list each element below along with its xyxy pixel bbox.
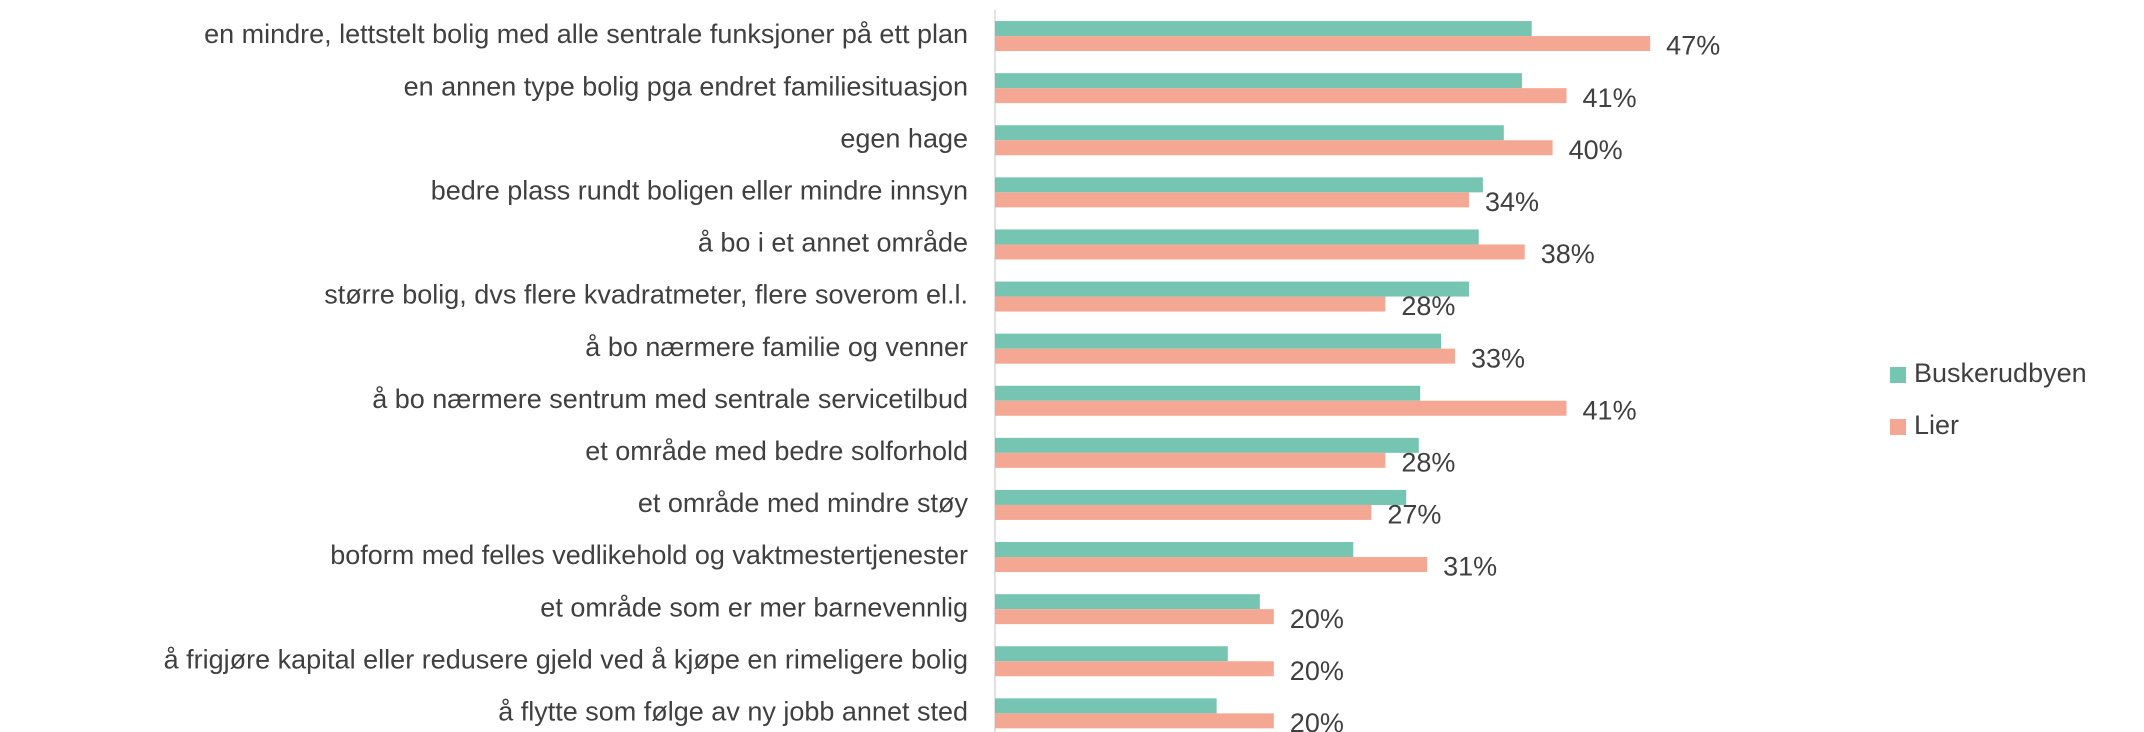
legend-label: Buskerudbyen (1914, 358, 2087, 388)
value-label: 41% (1583, 83, 1637, 113)
bar (995, 713, 1274, 729)
category-label: egen hage (840, 123, 968, 153)
category-label: å bo nærmere sentrum med sentrale servic… (372, 384, 968, 414)
value-label: 28% (1401, 291, 1455, 321)
bar (995, 244, 1525, 260)
bar (995, 229, 1479, 245)
bar (995, 192, 1469, 208)
bar (995, 698, 1217, 714)
category-label: en mindre, lettstelt bolig med alle sent… (204, 19, 968, 49)
value-label: 38% (1541, 239, 1595, 269)
bar (995, 504, 1372, 520)
value-label: 31% (1443, 552, 1497, 582)
bar (995, 437, 1419, 453)
category-label: en annen type bolig pga endret familiesi… (404, 71, 968, 101)
value-label: 47% (1666, 31, 1720, 61)
value-label: 33% (1471, 343, 1525, 373)
bar (995, 348, 1456, 364)
bar (995, 542, 1354, 558)
bar (995, 661, 1274, 677)
category-label: et område med mindre støy (638, 488, 969, 518)
bar (995, 452, 1386, 468)
bar (995, 609, 1274, 625)
bar (995, 281, 1469, 297)
legend-label: Lier (1914, 410, 1959, 440)
category-label: større bolig, dvs flere kvadratmeter, fl… (324, 280, 968, 310)
bar (995, 21, 1532, 37)
bar (995, 140, 1553, 156)
bar (995, 36, 1651, 52)
bar (995, 557, 1428, 573)
value-label: 28% (1401, 447, 1455, 477)
legend-swatch (1890, 419, 1906, 435)
bar (995, 88, 1567, 104)
value-label: 27% (1387, 500, 1441, 530)
category-label: å bo nærmere familie og venner (585, 332, 968, 362)
value-label: 40% (1569, 135, 1623, 165)
value-label: 20% (1290, 708, 1344, 732)
value-label: 41% (1583, 395, 1637, 425)
bar (995, 646, 1228, 662)
bar (995, 296, 1386, 312)
category-label: å bo i et annet område (698, 228, 968, 258)
bar (995, 594, 1260, 610)
bar (995, 400, 1567, 416)
bar (995, 385, 1421, 401)
bar (995, 489, 1407, 505)
category-label: å frigjøre kapital eller redusere gjeld … (164, 644, 968, 674)
value-label: 20% (1290, 604, 1344, 634)
value-label: 34% (1485, 187, 1539, 217)
bar (995, 125, 1504, 141)
category-label: et område med bedre solforhold (585, 436, 968, 466)
category-label: boform med felles vedlikehold og vaktmes… (330, 540, 968, 570)
category-label: bedre plass rundt boligen eller mindre i… (431, 175, 968, 205)
bar (995, 333, 1442, 349)
value-label: 20% (1290, 656, 1344, 686)
bar (995, 73, 1522, 89)
bar (995, 177, 1483, 193)
category-label: et område som er mer barnevennlig (540, 592, 968, 622)
category-label: å flytte som følge av ny jobb annet sted (498, 696, 968, 726)
legend-swatch (1890, 367, 1906, 383)
